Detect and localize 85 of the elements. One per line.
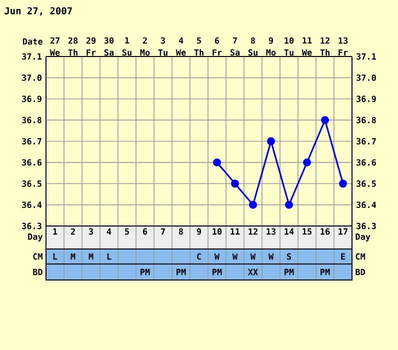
x-tick-label: 6 Fr (212, 37, 222, 56)
x2-tick-label: 11 (230, 228, 240, 235)
y2-tick-label: 37.0 (356, 74, 376, 81)
chart-title: Jun 27, 2007 (4, 7, 72, 16)
x-tick-label: 3 Tu (158, 37, 168, 56)
x2-tick-label: 8 (178, 228, 184, 235)
text: BD (356, 268, 366, 276)
x-tick-label: 9 Mo (266, 37, 276, 56)
point (249, 200, 258, 209)
x2-tick-label: 15 (302, 228, 312, 235)
point (213, 158, 222, 166)
x2-tick-label: 17 (338, 228, 348, 235)
text: C (197, 253, 201, 260)
text: Day (28, 234, 43, 242)
text: M (88, 253, 94, 260)
x2-tick-label: 10 (212, 228, 222, 235)
text: W (214, 253, 220, 260)
y-tick-label: 36.8 (22, 116, 42, 124)
x-tick-label: 27 We (50, 37, 60, 56)
y2-tick-label: 36.9 (356, 96, 376, 102)
x2-tick-label: 1 (53, 228, 58, 235)
y2-tick-label: 36.5 (356, 180, 376, 187)
point (303, 158, 312, 166)
point (231, 180, 240, 188)
text: S (286, 253, 292, 260)
x2-tick-label: 13 (266, 228, 276, 235)
text: PM (140, 268, 150, 276)
text: PM (176, 268, 186, 276)
x-tick-label: 13 Fr (338, 37, 348, 56)
text: L (53, 253, 58, 260)
point (321, 116, 330, 124)
x2-tick-label: 5 (125, 228, 129, 235)
x2-tick-label: 7 (161, 228, 165, 235)
y2-tick-label: 36.4 (356, 202, 376, 208)
x-tick-label: 4 We (176, 37, 186, 56)
x2-tick-label: 9 (196, 228, 202, 235)
y-tick-label: 37.0 (22, 74, 42, 81)
x-tick-label: 10 Tu (284, 37, 294, 56)
x2-tick-label: 16 (320, 228, 330, 235)
x-tick-label: 7 Sa (230, 37, 240, 56)
x-tick-label: 5 Th (194, 37, 204, 56)
text: XX (248, 268, 258, 276)
y2-tick-label: 36.8 (356, 116, 376, 124)
x-tick-label: 8 Su (248, 37, 258, 56)
y-tick-label: 37.1 (22, 53, 42, 60)
point (267, 137, 276, 146)
y-tick-label: 36.6 (22, 159, 42, 166)
y-tick-label: 36.9 (22, 96, 42, 102)
y-tick-label: 36.7 (22, 138, 42, 144)
text: CM (356, 253, 366, 260)
y-tick-label: 36.5 (22, 180, 42, 187)
point (339, 180, 348, 188)
text: W (232, 253, 238, 260)
text: PM (284, 268, 294, 276)
text: Date (22, 38, 42, 45)
x2-tick-label: 2 (70, 228, 75, 235)
y2-tick-label: 36.3 (356, 222, 376, 230)
x2-tick-label: 6 (143, 228, 148, 235)
text: PM (212, 268, 222, 276)
text: CM (33, 253, 42, 260)
x2-tick-label: 12 (248, 228, 258, 235)
point (285, 200, 294, 209)
x-tick-label: 29 Fr (86, 37, 96, 56)
text: L (107, 253, 112, 260)
text: M (70, 253, 76, 260)
y2-tick-label: 37.1 (356, 53, 376, 60)
x-tick-label: 12 Th (320, 37, 330, 56)
x-tick-label: 30 Sa (104, 37, 114, 56)
text: Day (356, 234, 370, 242)
y-tick-label: 36.3 (22, 222, 42, 230)
text: E (341, 253, 345, 260)
x-tick-label: 1 Su (122, 37, 132, 56)
x-tick-label: 2 Mo (140, 37, 150, 56)
text: PM (320, 268, 330, 276)
text: W (250, 253, 256, 260)
x-tick-label: 28 Th (68, 37, 78, 56)
y2-tick-label: 36.7 (356, 138, 376, 144)
x2-tick-label: 4 (106, 228, 112, 235)
y-tick-label: 36.4 (22, 202, 42, 208)
y2-tick-label: 36.6 (356, 159, 376, 166)
x2-tick-label: 14 (284, 228, 294, 235)
text: BD (33, 268, 42, 276)
x-tick-label: 11 We (302, 37, 312, 56)
x2-tick-label: 3 (88, 228, 93, 235)
text: W (268, 253, 274, 260)
